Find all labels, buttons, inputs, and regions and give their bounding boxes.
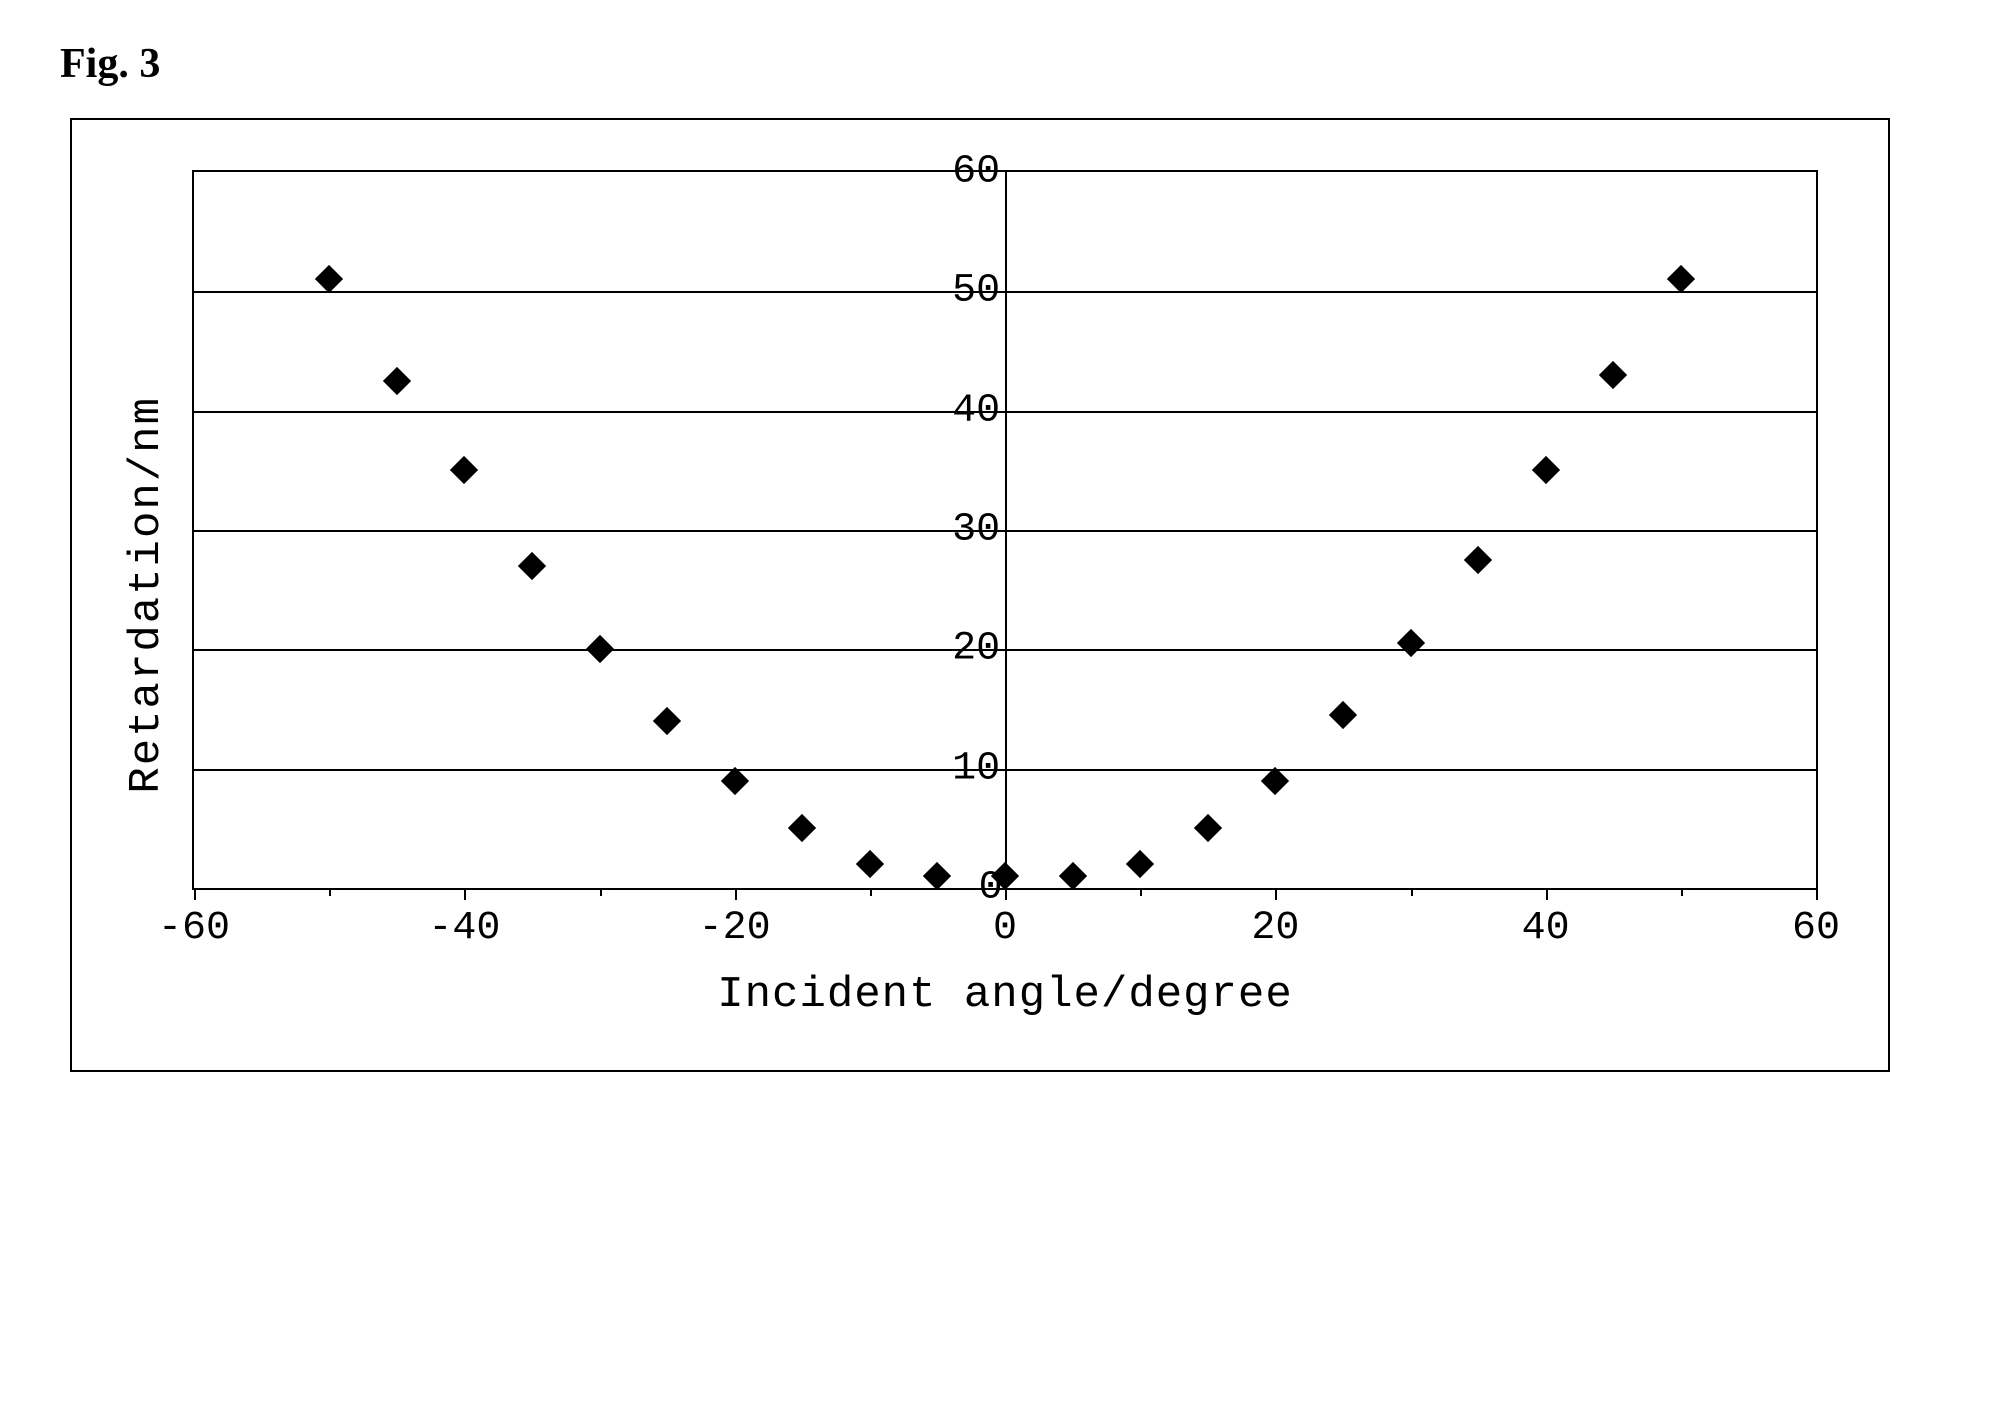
- x-tick-label: 20: [1251, 906, 1299, 951]
- data-point: [383, 367, 411, 395]
- data-point: [1667, 265, 1695, 293]
- chart-outer-frame: Retardation/nm 0102030405060-60-40-20020…: [70, 118, 1890, 1072]
- data-point: [856, 850, 884, 878]
- data-point: [1532, 456, 1560, 484]
- x-tick-minor: [1411, 888, 1413, 896]
- x-tick-minor: [1681, 888, 1683, 896]
- x-tick: [1816, 888, 1818, 900]
- data-point: [1194, 814, 1222, 842]
- data-point: [315, 265, 343, 293]
- data-point: [1058, 862, 1086, 890]
- data-point: [1599, 361, 1627, 389]
- x-tick-minor: [870, 888, 872, 896]
- x-tick-label: -40: [428, 906, 500, 951]
- data-point: [1396, 629, 1424, 657]
- x-tick-label: 60: [1792, 906, 1840, 951]
- chart-body: 0102030405060-60-40-200204060 Incident a…: [192, 170, 1818, 1020]
- center-vertical-line: [1005, 172, 1007, 888]
- x-tick: [194, 888, 196, 900]
- data-point: [1329, 701, 1357, 729]
- figure-container: Fig. 3 Retardation/nm 0 10 20 30 40 50 60 -60 -4…: [40, 40, 1940, 1072]
- y-tick-label: 10: [952, 746, 1000, 791]
- x-axis-label: Incident angle/degree: [192, 970, 1818, 1020]
- chart-wrap: Retardation/nm 0102030405060-60-40-20020…: [122, 170, 1818, 1020]
- figure-title: Fig. 3: [60, 40, 1940, 88]
- data-point: [585, 635, 613, 663]
- x-tick-minor: [1140, 888, 1142, 896]
- x-tick: [1275, 888, 1277, 900]
- x-tick-minor: [329, 888, 331, 896]
- x-tick-label: -60: [158, 906, 230, 951]
- y-tick-label: 20: [952, 627, 1000, 672]
- x-tick: [464, 888, 466, 900]
- data-point: [788, 814, 816, 842]
- data-point: [450, 456, 478, 484]
- x-tick: [1546, 888, 1548, 900]
- y-tick-label: 40: [952, 388, 1000, 433]
- data-point: [518, 552, 546, 580]
- y-tick-label: 50: [952, 269, 1000, 314]
- x-tick: [735, 888, 737, 900]
- x-tick-label: 0: [993, 906, 1017, 951]
- y-axis-label: Retardation/nm: [122, 396, 172, 794]
- y-tick-label: 30: [952, 508, 1000, 553]
- data-point: [1464, 546, 1492, 574]
- data-point: [653, 707, 681, 735]
- x-tick-label: 40: [1522, 906, 1570, 951]
- plot-area: 0102030405060-60-40-200204060: [192, 170, 1818, 890]
- data-point: [923, 862, 951, 890]
- data-point: [1126, 850, 1154, 878]
- x-tick-label: -20: [699, 906, 771, 951]
- data-point: [1261, 766, 1289, 794]
- y-tick-label: 60: [952, 150, 1000, 195]
- data-point: [721, 766, 749, 794]
- x-tick-minor: [600, 888, 602, 896]
